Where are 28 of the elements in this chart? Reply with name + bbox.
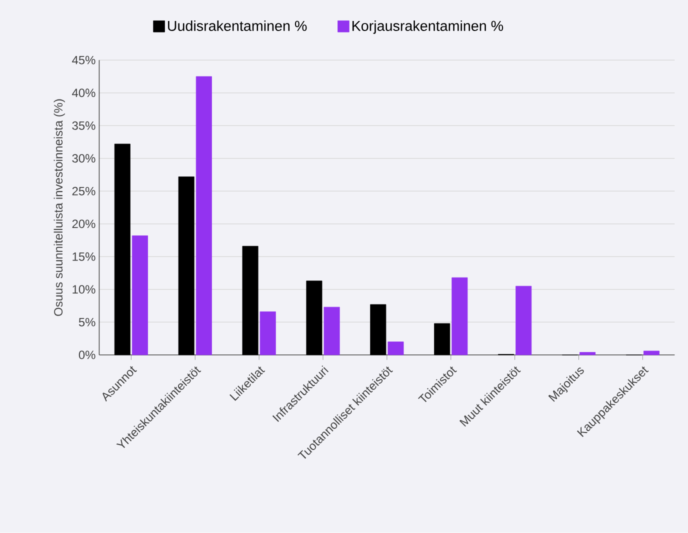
y-tick-label: 35%: [72, 121, 96, 130]
bar: [242, 246, 258, 356]
bar: [516, 286, 532, 356]
y-tick-label: 25%: [72, 186, 96, 196]
legend-label: Korjausrakentaminen %: [352, 20, 504, 34]
bar: [178, 176, 194, 356]
y-tick-label: 40%: [72, 88, 96, 98]
y-tick-label: 5%: [78, 318, 96, 326]
bar: [196, 76, 212, 356]
y-tick-label: 10%: [72, 285, 96, 294]
y-tick-label: 45%: [72, 56, 96, 64]
bar: [370, 304, 386, 356]
bar: [580, 352, 596, 356]
y-tick-label: 20%: [72, 220, 96, 228]
bar: [260, 312, 276, 356]
bar: [643, 350, 660, 356]
bar: [452, 277, 468, 356]
legend-label: Uudisrakentaminen %: [168, 20, 307, 32]
bar: [132, 236, 148, 356]
y-tick-label: 0%: [78, 350, 96, 360]
bar: [324, 306, 340, 356]
bar: [114, 144, 130, 356]
bar: [434, 323, 450, 356]
bar: [306, 280, 322, 356]
y-tick-label: 30%: [72, 154, 96, 163]
y-axis-title: Osuus suunnitelluista investoinneista (%): [54, 99, 65, 316]
y-tick-label: 15%: [72, 252, 96, 261]
bar: [388, 342, 404, 356]
